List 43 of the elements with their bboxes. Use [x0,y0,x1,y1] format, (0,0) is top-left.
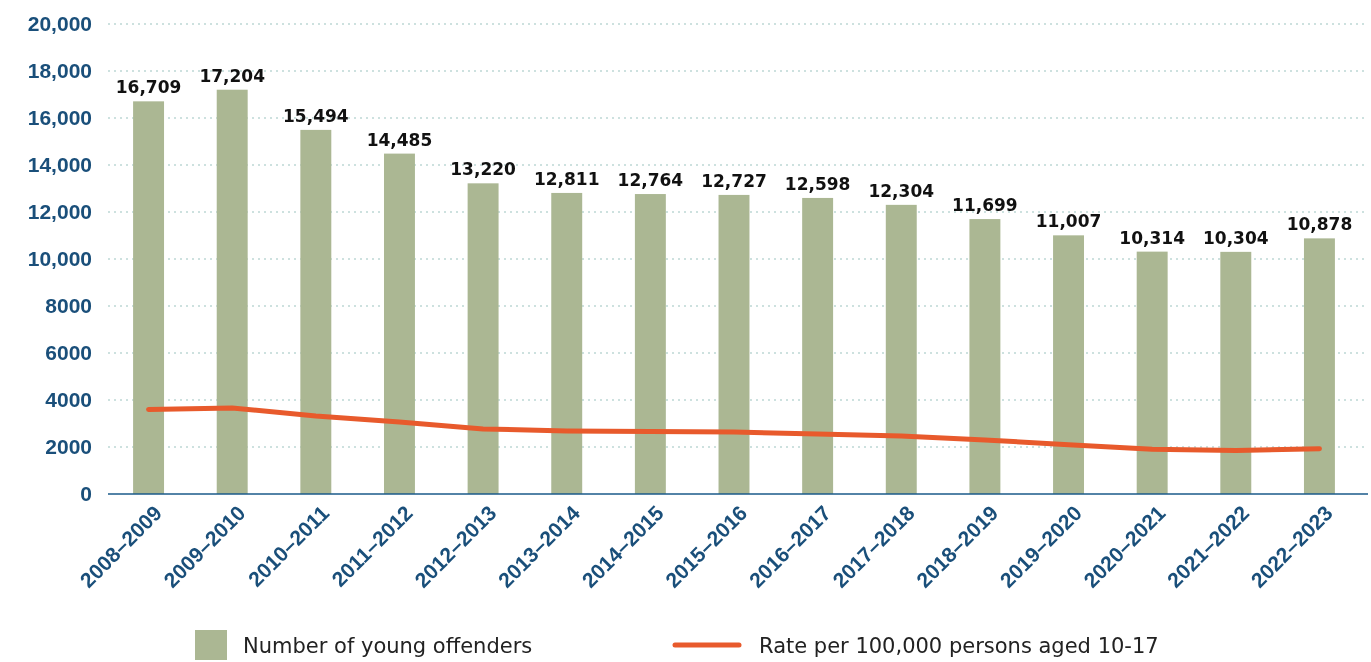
y-tick-label: 6000 [45,341,92,365]
data-label: 16,709 [115,77,182,98]
bar [634,194,666,494]
bar [969,219,1001,494]
y-tick-label: 0 [80,482,92,506]
data-label: 10,314 [1119,227,1186,248]
data-label: 10,878 [1286,214,1353,235]
legend-label: Number of young offenders [243,634,533,658]
data-label: 12,764 [617,170,684,191]
data-label: 15,494 [283,105,349,126]
y-tick-label: 2000 [45,435,92,459]
bar [467,183,499,494]
bar [1136,251,1168,494]
y-tick-label: 4000 [45,388,92,412]
data-label: 12,304 [868,180,935,201]
legend-label: Rate per 100,000 persons aged 10-17 [759,634,1159,658]
data-label: 17,204 [199,65,266,86]
bar [300,129,332,494]
data-label: 13,220 [450,159,517,180]
bar [1220,251,1252,494]
bar [802,197,834,494]
y-tick-label: 14,000 [27,153,92,177]
bar [551,192,583,494]
y-tick-label: 16,000 [27,106,92,130]
y-tick-label: 10,000 [27,247,92,271]
bar [885,204,917,494]
data-label: 10,304 [1203,227,1269,248]
data-label: 12,598 [784,173,851,194]
y-tick-label: 12,000 [27,200,92,224]
bar [1053,235,1084,494]
bar [383,153,415,494]
bar [216,89,248,494]
y-tick-label: 20,000 [27,12,92,36]
data-label: 12,727 [701,170,767,191]
data-label: 14,485 [366,129,433,150]
bar [718,194,750,494]
y-tick-label: 18,000 [27,59,92,83]
data-label: 11,007 [1035,211,1102,232]
y-tick-label: 8000 [45,294,92,318]
bar [133,101,165,494]
data-label: 11,699 [952,195,1018,216]
bar [1303,238,1335,494]
data-label: 12,811 [533,168,600,189]
